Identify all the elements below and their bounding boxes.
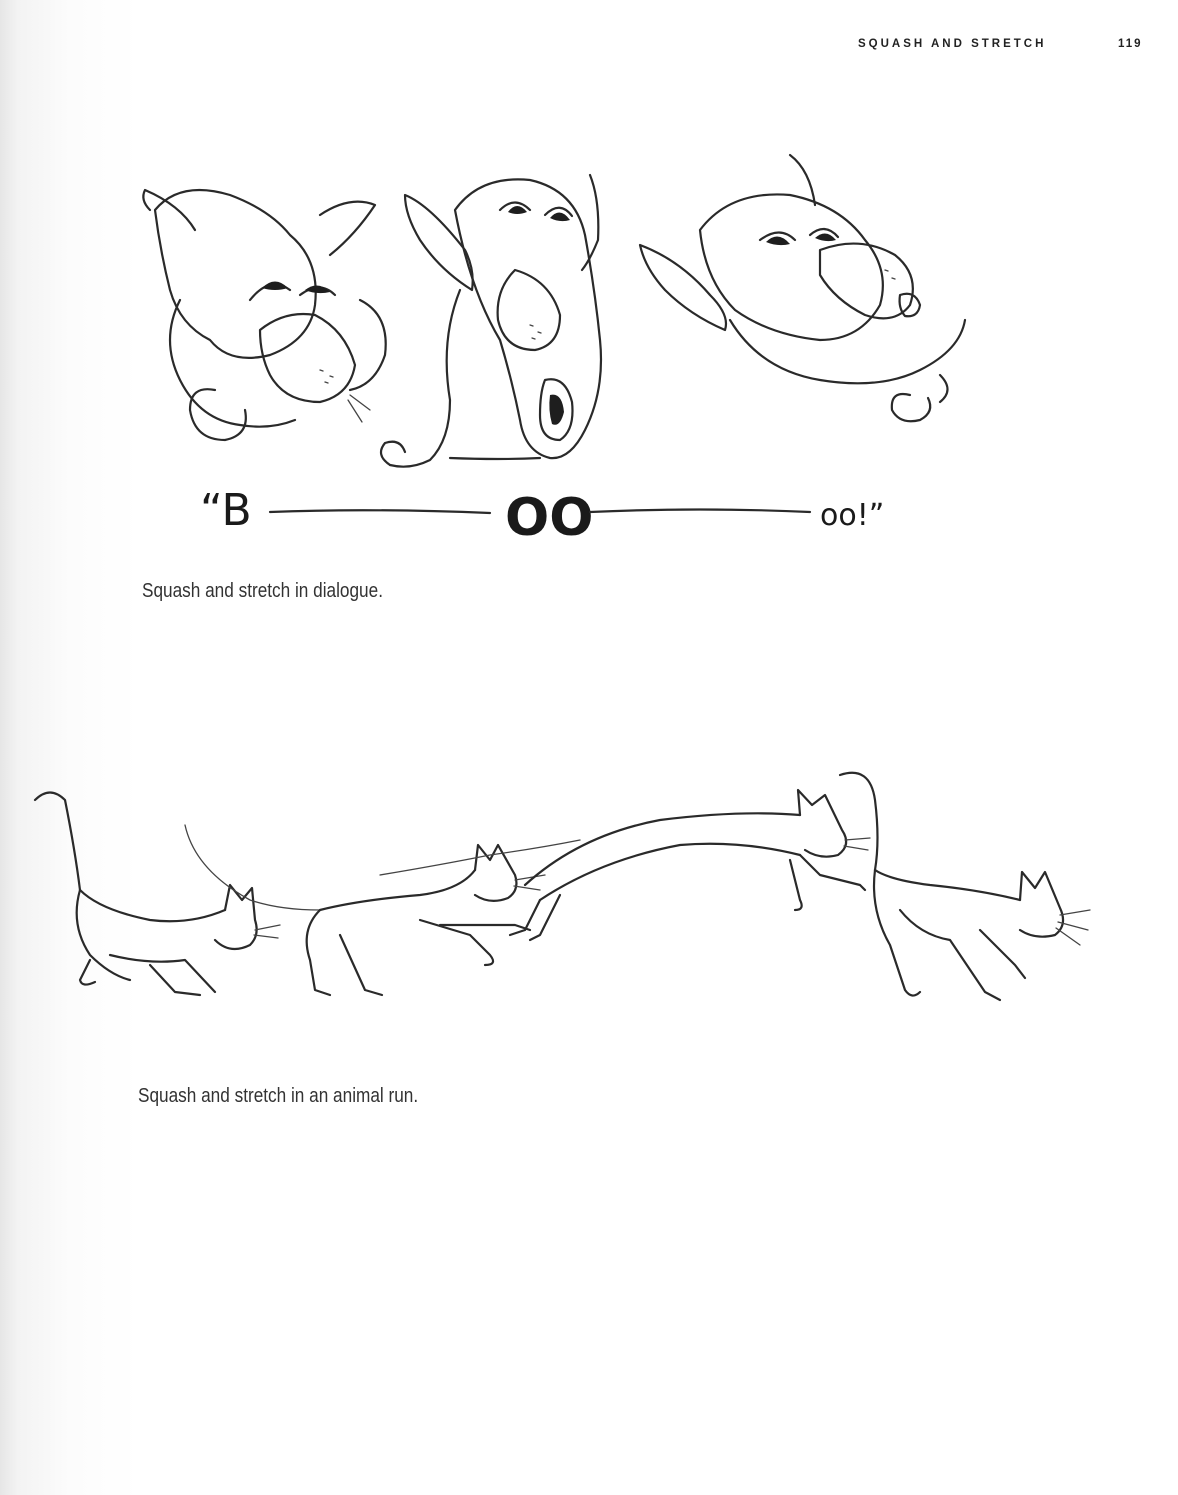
cat-land-drawing xyxy=(838,771,1091,1002)
boo-lettering: “B OO oo!” xyxy=(200,485,884,548)
squashed-head-drawing xyxy=(142,188,387,442)
cat-leap-drawing xyxy=(379,788,871,942)
heads-illustration: “B OO oo!” xyxy=(142,153,967,548)
cat-stretch-drawing xyxy=(184,824,546,997)
caption-dialogue: Squash and stretch in dialogue. xyxy=(142,580,383,602)
lettering-b: “B xyxy=(200,485,252,536)
stretched-head-drawing xyxy=(379,173,603,468)
caption-animal-run: Squash and stretch in an animal run. xyxy=(138,1085,419,1107)
cat-run-illustration xyxy=(33,771,1091,1002)
lettering-end: oo!” xyxy=(820,498,884,533)
lettering-oo: OO xyxy=(505,488,593,548)
cat-crouch-drawing xyxy=(33,791,281,997)
third-head-drawing xyxy=(638,153,967,423)
page-number: 119 xyxy=(1118,38,1143,50)
running-head-title: SQUASH AND STRETCH xyxy=(858,38,1047,50)
